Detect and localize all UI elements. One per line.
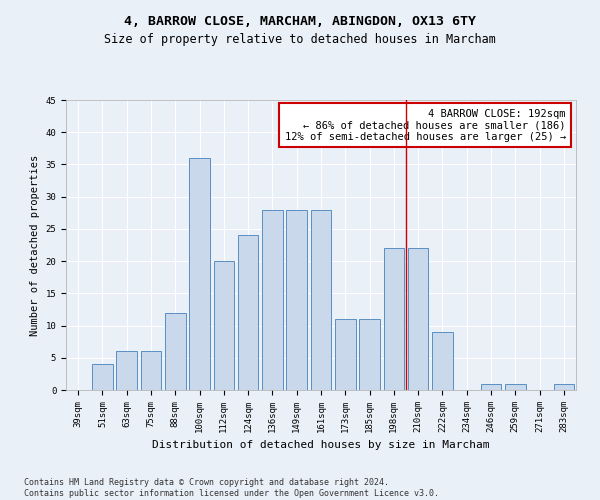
Bar bbox=[311, 210, 331, 390]
Text: 4 BARROW CLOSE: 192sqm
← 86% of detached houses are smaller (186)
12% of semi-de: 4 BARROW CLOSE: 192sqm ← 86% of detached… bbox=[284, 108, 566, 142]
Bar bbox=[408, 248, 428, 390]
Bar bbox=[238, 236, 259, 390]
Bar bbox=[286, 210, 307, 390]
Bar bbox=[505, 384, 526, 390]
Bar bbox=[165, 312, 185, 390]
Bar bbox=[554, 384, 574, 390]
Bar bbox=[335, 319, 356, 390]
X-axis label: Distribution of detached houses by size in Marcham: Distribution of detached houses by size … bbox=[152, 440, 490, 450]
Text: Contains HM Land Registry data © Crown copyright and database right 2024.
Contai: Contains HM Land Registry data © Crown c… bbox=[24, 478, 439, 498]
Bar bbox=[262, 210, 283, 390]
Bar bbox=[116, 352, 137, 390]
Bar bbox=[383, 248, 404, 390]
Bar bbox=[214, 261, 234, 390]
Bar bbox=[359, 319, 380, 390]
Text: Size of property relative to detached houses in Marcham: Size of property relative to detached ho… bbox=[104, 32, 496, 46]
Bar bbox=[189, 158, 210, 390]
Y-axis label: Number of detached properties: Number of detached properties bbox=[30, 154, 40, 336]
Text: 4, BARROW CLOSE, MARCHAM, ABINGDON, OX13 6TY: 4, BARROW CLOSE, MARCHAM, ABINGDON, OX13… bbox=[124, 15, 476, 28]
Bar bbox=[481, 384, 502, 390]
Bar bbox=[92, 364, 113, 390]
Bar bbox=[140, 352, 161, 390]
Bar bbox=[432, 332, 453, 390]
